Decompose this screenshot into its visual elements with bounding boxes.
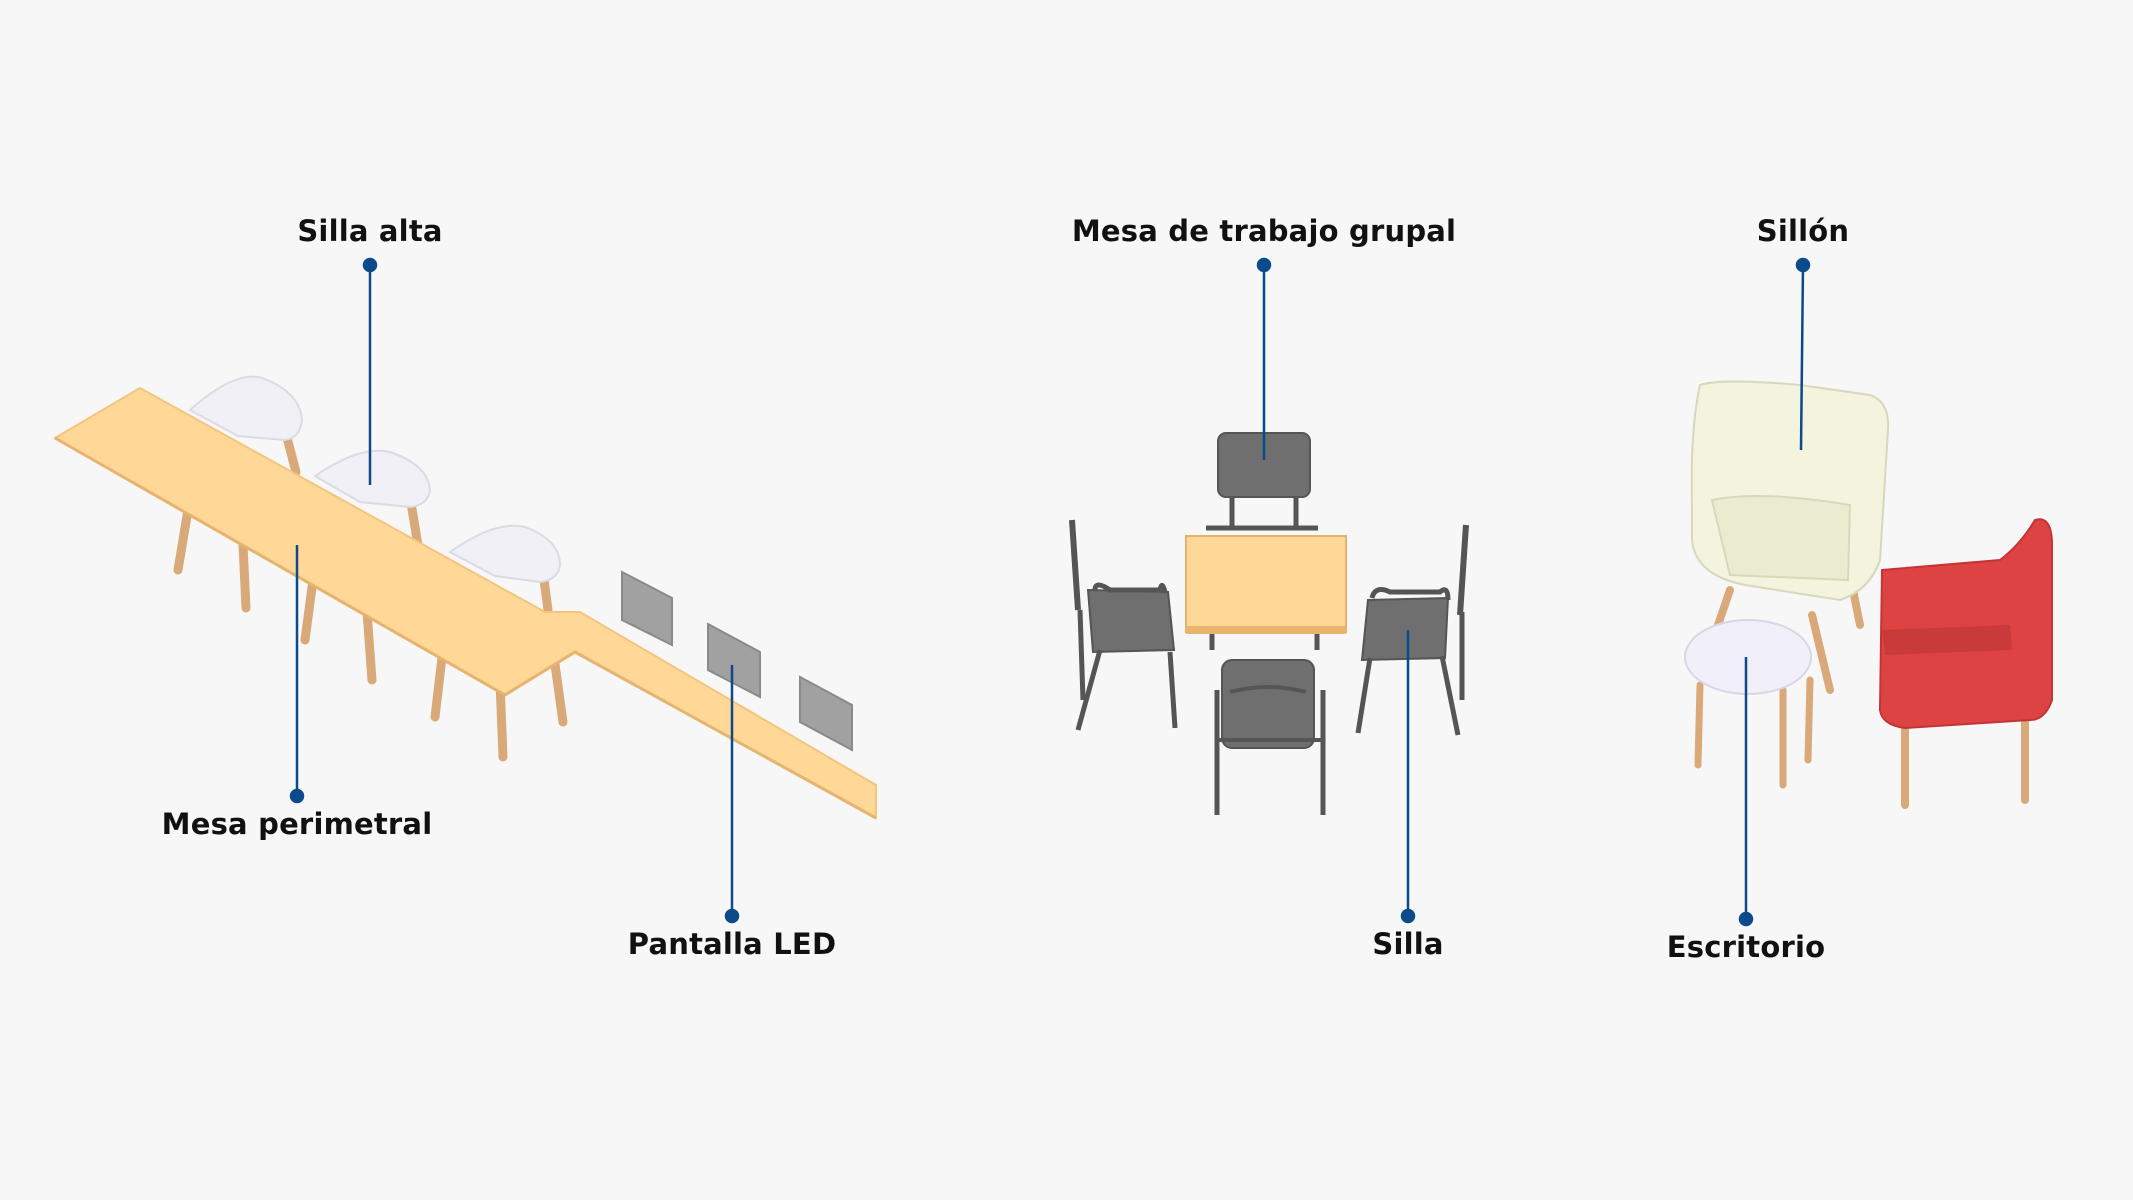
mesa-trabajo-grupal-group (1069, 432, 1469, 815)
sillon-group (1684, 380, 2053, 809)
mesa-perimetral-group (53, 375, 877, 820)
label-mesa-perimetral: Mesa perimetral (161, 807, 433, 841)
label-silla-alta: Silla alta (297, 214, 443, 248)
silla-left (1069, 519, 1178, 731)
label-sillon: Sillón (1756, 214, 1850, 248)
silla-front (1214, 659, 1326, 815)
label-pantalla-led: Pantalla LED (627, 927, 837, 961)
silla-alta-3 (448, 524, 562, 615)
silla-alta-1 (188, 375, 304, 477)
silla-right (1355, 524, 1469, 736)
leader-silla (1400, 630, 1416, 924)
leader-sillon (1795, 257, 1811, 451)
escritorio-mesa (1684, 619, 1814, 789)
leader-pantalla-led (724, 665, 740, 924)
leader-mesa-perimetral (289, 545, 305, 804)
sillon-crema (1690, 380, 1890, 694)
leader-silla-alta (362, 257, 378, 485)
leader-mesa-trabajo-grupal (1256, 257, 1272, 460)
label-silla: Silla (1372, 927, 1444, 961)
leader-escritorio (1738, 657, 1754, 927)
mesa-grupal (1185, 535, 1347, 650)
silla-back (1206, 432, 1318, 531)
sillon-rojo (1878, 518, 2053, 809)
silla-alta-2 (313, 449, 432, 550)
pantalla-led-2 (707, 622, 761, 699)
leader-lines (289, 257, 1811, 927)
mesa-perimetral-top (53, 386, 877, 820)
pantalla-led-1 (621, 570, 673, 647)
pantalla-led-3 (799, 675, 853, 752)
label-escritorio: Escritorio (1666, 930, 1826, 964)
label-mesa-trabajo-grupal: Mesa de trabajo grupal (1071, 214, 1457, 248)
